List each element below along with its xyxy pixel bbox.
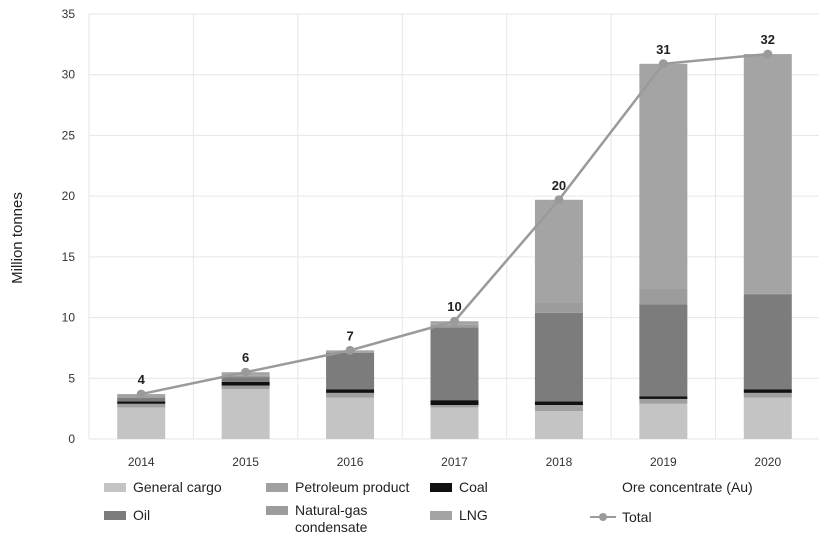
bar-segment-general-cargo bbox=[743, 397, 792, 439]
y-tick-label: 35 bbox=[62, 7, 76, 21]
bar-segment-coal bbox=[743, 389, 792, 393]
legend-item-general-cargo: General cargo bbox=[104, 479, 222, 496]
bar-segment-oil bbox=[326, 352, 375, 390]
y-tick-label: 0 bbox=[68, 432, 75, 446]
total-data-label: 6 bbox=[242, 350, 249, 365]
gridlines bbox=[88, 13, 819, 440]
total-point bbox=[345, 345, 355, 355]
bar-segment-lng bbox=[534, 199, 583, 303]
data-labels: 4 6 7 10 20 31 32 bbox=[138, 32, 775, 387]
legend-item-petroleum-product: Petroleum product bbox=[266, 479, 409, 496]
bar-segment-natural-gas-condensate bbox=[743, 293, 792, 295]
legend-item-total: Total bbox=[590, 509, 652, 526]
bar-segment-petroleum-product bbox=[430, 405, 479, 408]
total-data-label: 7 bbox=[346, 328, 353, 343]
bar-segment-natural-gas-condensate bbox=[639, 288, 688, 305]
bar-segment-general-cargo bbox=[430, 407, 479, 439]
bar-segment-lng bbox=[743, 54, 792, 294]
legend-swatch bbox=[430, 483, 452, 492]
legend-label: LNG bbox=[459, 507, 488, 523]
total-line bbox=[136, 49, 773, 399]
legend: General cargo Petroleum product Coal Ore… bbox=[0, 470, 819, 539]
bar-segment-petroleum-product bbox=[117, 403, 166, 408]
bar-segment-oil bbox=[221, 377, 270, 382]
x-tick-label: 2018 bbox=[546, 455, 573, 469]
legend-swatch bbox=[104, 511, 126, 520]
y-tick-label: 20 bbox=[62, 189, 76, 203]
bar-segment-coal bbox=[117, 401, 166, 404]
legend-label: Coal bbox=[459, 479, 488, 495]
bar-segment-oil bbox=[743, 294, 792, 390]
chart-plot: Million tonnes 4 6 7 10 20 31 32 0 5 10 15 20 25 30 3… bbox=[9, 7, 819, 469]
bar-segment-petroleum-product bbox=[639, 398, 688, 404]
bar-segment-general-cargo bbox=[117, 407, 166, 439]
legend-label: Oil bbox=[133, 507, 151, 523]
legend-label: General cargo bbox=[133, 479, 222, 495]
total-data-label: 31 bbox=[656, 42, 670, 57]
bars bbox=[117, 54, 792, 439]
y-tick-label: 15 bbox=[62, 250, 76, 264]
x-tick-label: 2017 bbox=[441, 455, 468, 469]
bar-segment-oil bbox=[430, 327, 479, 401]
total-data-label: 20 bbox=[552, 178, 566, 193]
x-tick-label: 2019 bbox=[650, 455, 677, 469]
total-point bbox=[450, 316, 459, 326]
y-tick-label: 30 bbox=[62, 68, 76, 82]
x-tick-label: 2016 bbox=[337, 455, 364, 469]
x-tick-label: 2015 bbox=[232, 455, 259, 469]
legend-item-ore-concentrate: Ore concentrate (Au) bbox=[622, 479, 753, 496]
bar-segment-coal bbox=[639, 396, 688, 399]
total-point bbox=[658, 59, 668, 69]
bar-segment-petroleum-product bbox=[743, 392, 792, 398]
y-tick-label: 5 bbox=[68, 371, 75, 385]
bar-segment-coal bbox=[221, 381, 270, 386]
bar-segment-general-cargo bbox=[639, 403, 688, 439]
total-data-label: 10 bbox=[447, 299, 461, 314]
bar-segment-oil bbox=[534, 312, 583, 402]
bar-segment-oil bbox=[639, 304, 688, 397]
bar-segment-petroleum-product bbox=[221, 385, 270, 390]
bar-segment-coal bbox=[534, 401, 583, 405]
bar-segment-lng bbox=[639, 63, 688, 289]
legend-swatch bbox=[430, 511, 452, 520]
bar-segment-natural-gas-condensate bbox=[430, 324, 479, 328]
total-point bbox=[763, 49, 773, 59]
legend-item-coal: Coal bbox=[430, 479, 488, 496]
total-point bbox=[554, 195, 564, 205]
legend-label: Total bbox=[622, 509, 652, 525]
x-tick-label: 2014 bbox=[128, 455, 155, 469]
bar-segment-general-cargo bbox=[534, 411, 583, 439]
bar-segment-petroleum-product bbox=[326, 392, 375, 398]
bar-segment-general-cargo bbox=[326, 397, 375, 439]
legend-label: Petroleum product bbox=[295, 479, 410, 495]
legend-item-lng: LNG bbox=[430, 507, 488, 524]
legend-swatch bbox=[104, 483, 126, 492]
axis-ticks: 0 5 10 15 20 25 30 35 2014 2015 2016 2017 2018 2019 20… bbox=[62, 7, 782, 469]
bar-segment-general-cargo bbox=[221, 389, 270, 439]
legend-item-oil: Oil bbox=[104, 507, 150, 524]
y-tick-label: 10 bbox=[62, 311, 76, 325]
bar-segment-petroleum-product bbox=[534, 405, 583, 412]
legend-line-marker bbox=[590, 509, 616, 526]
legend-swatch bbox=[266, 483, 288, 492]
bar-segment-coal bbox=[430, 400, 479, 405]
bar-segment-oil bbox=[117, 397, 166, 402]
bar-segment-coal bbox=[326, 389, 375, 393]
total-data-label: 32 bbox=[761, 32, 775, 47]
total-point bbox=[136, 389, 146, 399]
total-point bbox=[241, 367, 251, 377]
legend-item-natural-gas-condensate: Natural-gas condensate bbox=[266, 502, 407, 536]
y-axis-label: Million tonnes bbox=[9, 192, 26, 284]
legend-swatch bbox=[266, 506, 288, 515]
total-data-label: 4 bbox=[138, 372, 146, 387]
x-tick-label: 2020 bbox=[754, 455, 781, 469]
y-tick-label: 25 bbox=[62, 128, 76, 142]
legend-label: Natural-gas condensate bbox=[295, 502, 368, 535]
legend-label: Ore concentrate (Au) bbox=[622, 479, 753, 495]
bar-segment-natural-gas-condensate bbox=[534, 303, 583, 313]
